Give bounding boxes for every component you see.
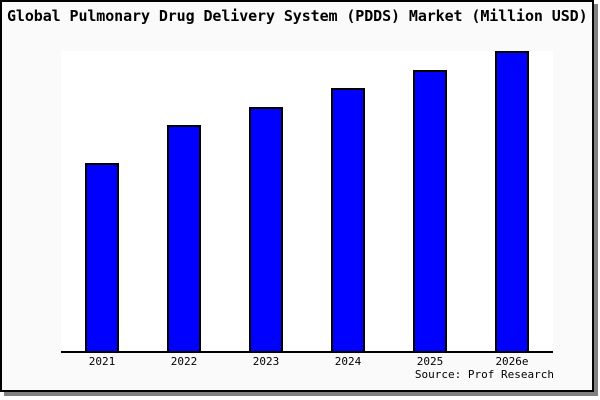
source-note: Source: Prof Research [414,368,554,381]
x-tick-label-2025: 2025 [416,355,444,368]
plot-area [61,51,553,353]
bar-2022 [167,125,201,351]
bar-slot-2021 [61,51,143,351]
bar-2025 [413,70,447,351]
x-tick-label-2023: 2023 [252,355,280,368]
bar-slot-2023 [225,51,307,351]
chart-title: Global Pulmonary Drug Delivery System (P… [7,7,588,25]
x-axis-labels: 2021 2022 2023 2024 2025 2026e [61,355,553,368]
bar-2021 [85,163,119,351]
bar-slot-2026e [471,51,553,351]
x-tick-label-2022: 2022 [170,355,198,368]
chart-card: Global Pulmonary Drug Delivery System (P… [0,0,594,392]
x-tick-label-2026e: 2026e [495,355,529,368]
bar-slot-2025 [389,51,471,351]
bar-slot-2024 [307,51,389,351]
x-tick-label-2024: 2024 [334,355,362,368]
x-tick-label-2021: 2021 [88,355,116,368]
bar-2026e [495,51,529,351]
bar-slot-2022 [143,51,225,351]
bar-2023 [249,107,283,351]
bar-2024 [331,88,365,351]
